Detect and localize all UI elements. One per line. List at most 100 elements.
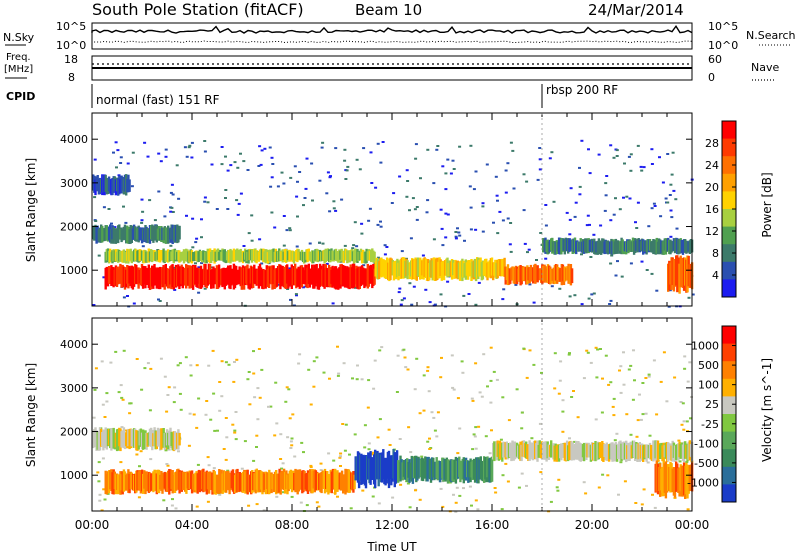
range-cell — [376, 223, 380, 226]
range-cell — [392, 449, 395, 479]
range-cell — [415, 357, 419, 360]
range-cell — [582, 377, 586, 380]
range-cell — [119, 162, 123, 164]
range-cell — [472, 433, 476, 436]
range-cell — [252, 372, 256, 375]
range-cell — [171, 264, 174, 288]
range-cell — [188, 144, 192, 147]
range-cell — [414, 143, 418, 146]
range-cell — [522, 173, 526, 176]
range-cell — [458, 234, 462, 237]
range-cell — [673, 496, 677, 499]
range-cell — [395, 391, 399, 393]
range-cell — [309, 466, 313, 469]
range-cell — [217, 264, 221, 288]
range-cell — [366, 406, 370, 409]
range-cell — [617, 493, 620, 496]
colorbar-segment — [722, 343, 736, 362]
range-cell — [183, 146, 187, 149]
range-cell — [306, 267, 309, 289]
power-colorbar: 4 8 12 16 20 24 28 — [705, 120, 737, 298]
range-cell — [355, 378, 359, 381]
range-cell — [187, 444, 191, 447]
range-cell — [290, 437, 294, 440]
range-cell — [138, 465, 141, 468]
range-cell — [452, 388, 456, 391]
range-cell — [523, 242, 527, 245]
range-cell — [501, 474, 505, 477]
range-cell — [218, 409, 222, 412]
range-cell — [275, 422, 279, 425]
range-cell — [444, 172, 448, 175]
range-cell — [93, 388, 97, 391]
range-cell — [102, 488, 106, 491]
range-cell — [371, 495, 375, 498]
range-cell — [669, 183, 673, 186]
range-cell — [311, 199, 314, 202]
colorbar-segment — [722, 279, 736, 298]
range-cell — [508, 243, 512, 246]
range-cell — [568, 352, 571, 355]
range-cell — [522, 209, 526, 212]
range-cell — [177, 450, 180, 453]
range-cell — [191, 217, 195, 220]
range-cell — [210, 163, 214, 166]
range-cell — [101, 457, 105, 460]
range-cell — [233, 431, 237, 434]
range-cell — [225, 436, 229, 439]
range-cell — [247, 232, 251, 235]
range-cell — [615, 149, 619, 152]
range-cell — [379, 220, 382, 223]
range-cell — [290, 495, 294, 498]
range-cell — [460, 360, 464, 363]
range-cell — [353, 221, 357, 224]
range-cell — [328, 210, 332, 213]
range-cell — [517, 486, 521, 489]
range-cell — [248, 403, 252, 406]
range-cell — [369, 451, 372, 485]
range-cell — [525, 484, 528, 487]
range-cell — [247, 249, 250, 264]
range-cell — [255, 446, 258, 448]
range-cell — [528, 283, 532, 286]
range-cell — [555, 486, 559, 489]
range-cell — [246, 378, 250, 381]
range-cell — [454, 510, 458, 513]
range-cell — [351, 247, 355, 250]
range-cell — [280, 171, 284, 174]
range-cell — [580, 303, 584, 306]
range-cell — [119, 156, 123, 159]
range-cell — [285, 386, 289, 389]
range-cell — [367, 448, 371, 451]
range-cell — [387, 428, 391, 431]
range-cell — [339, 465, 342, 467]
range-cell — [106, 492, 110, 495]
power-x-ticks — [91, 113, 693, 306]
range-cell — [573, 294, 577, 297]
range-cell — [288, 267, 292, 270]
range-cell — [635, 227, 639, 229]
range-cell — [116, 149, 120, 152]
range-cell — [247, 371, 251, 373]
range-cell — [229, 164, 233, 167]
range-cell — [328, 176, 332, 179]
range-cell — [319, 462, 323, 465]
range-cell — [504, 462, 508, 465]
range-cell — [326, 171, 330, 174]
range-cell — [114, 228, 118, 244]
range-cell — [194, 241, 198, 244]
range-cell — [167, 448, 171, 451]
range-cell — [329, 175, 332, 178]
range-cell — [548, 157, 552, 160]
range-cell — [670, 216, 674, 219]
range-cell — [148, 409, 152, 412]
range-cell — [627, 368, 631, 371]
range-cell — [94, 220, 98, 222]
range-cell — [163, 215, 167, 218]
range-cell — [413, 208, 417, 211]
range-cell — [578, 193, 582, 196]
velocity-y-ticks: 1000 2000 3000 4000 — [60, 338, 692, 482]
range-cell — [373, 268, 376, 285]
range-cell — [97, 480, 101, 483]
range-cell — [494, 175, 498, 178]
